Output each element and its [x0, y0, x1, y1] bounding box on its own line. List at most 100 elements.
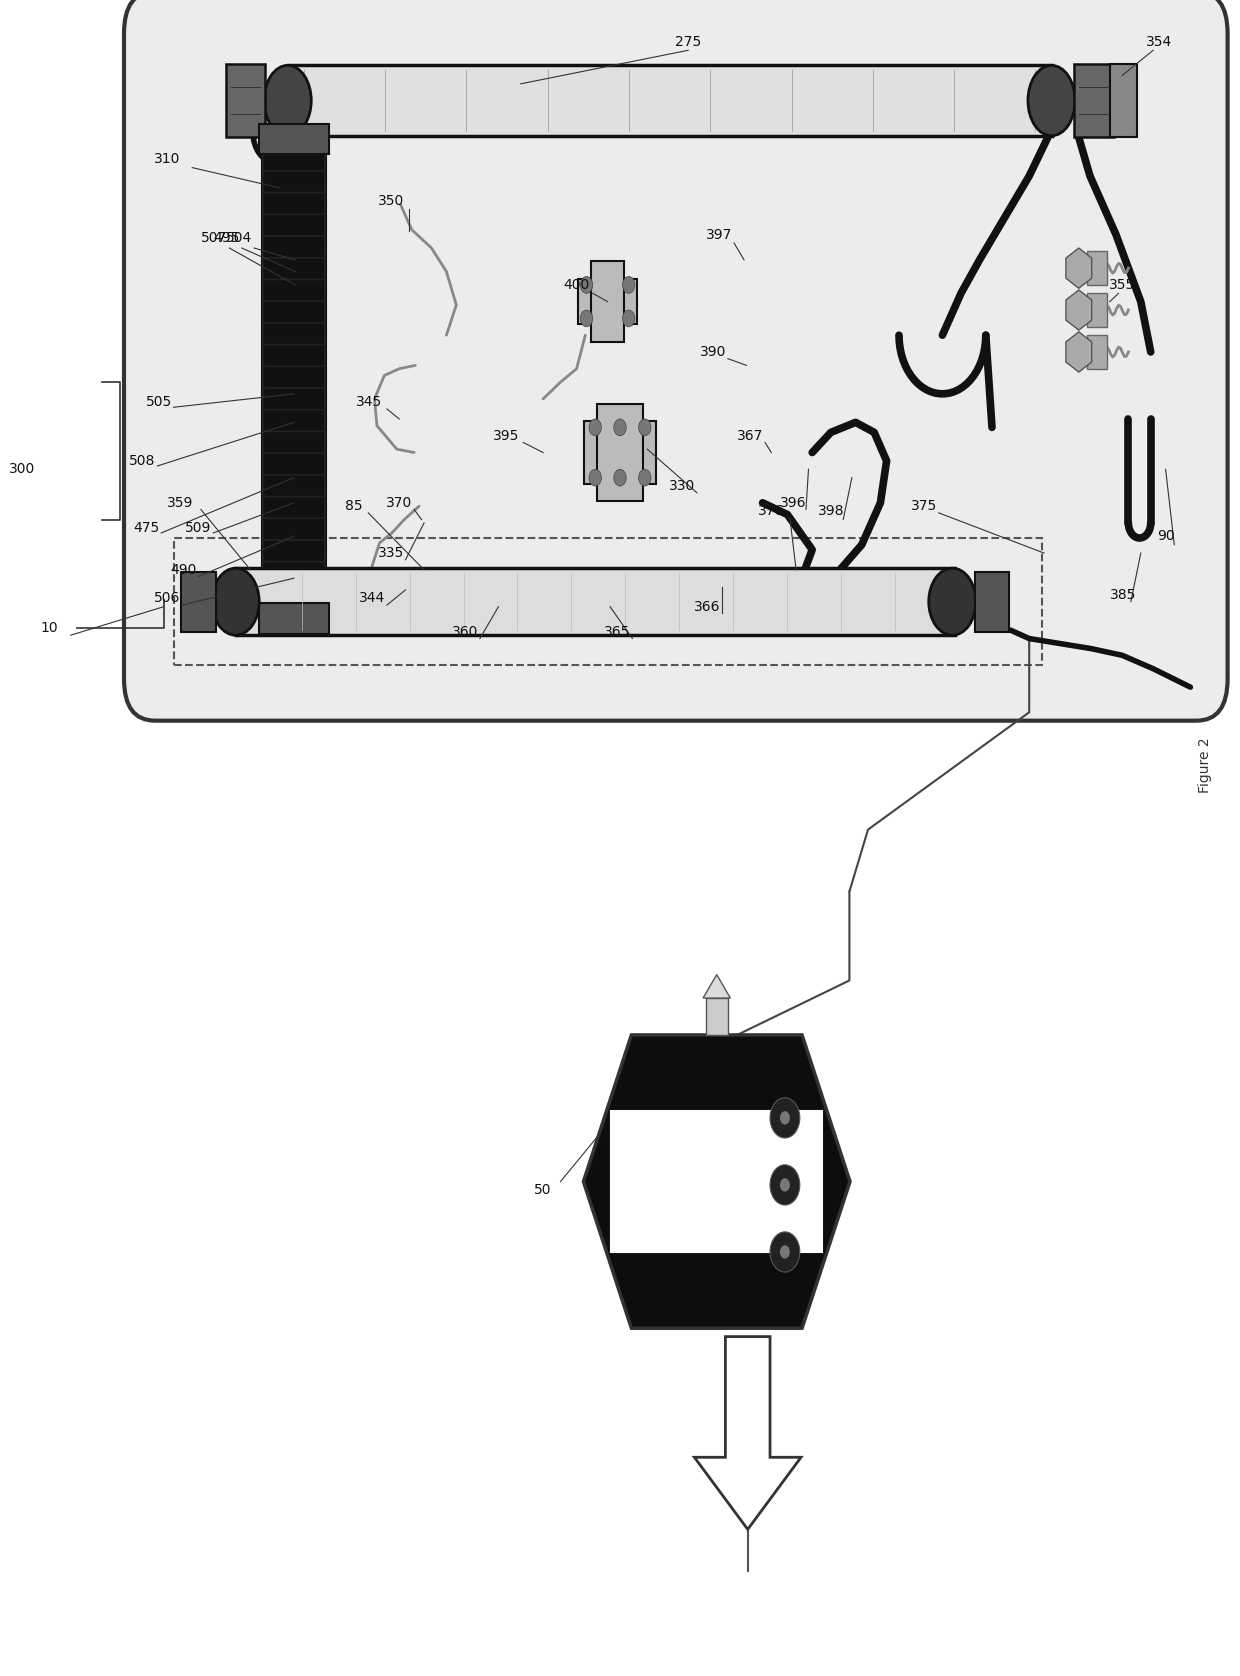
FancyBboxPatch shape: [263, 196, 325, 236]
FancyBboxPatch shape: [263, 174, 325, 215]
Bar: [1074, 64, 1114, 137]
Text: 400: 400: [563, 278, 590, 292]
Text: 495: 495: [213, 231, 241, 245]
Circle shape: [780, 1245, 790, 1259]
Bar: [174, 538, 1042, 665]
Text: 344: 344: [358, 592, 386, 605]
Circle shape: [614, 419, 626, 436]
Bar: [578, 280, 637, 323]
Circle shape: [589, 469, 601, 486]
Text: 350: 350: [377, 194, 404, 208]
Circle shape: [770, 1098, 800, 1138]
Text: 395: 395: [492, 429, 520, 442]
Circle shape: [622, 310, 635, 327]
Bar: [975, 572, 1009, 632]
Polygon shape: [694, 1337, 801, 1529]
Text: 490: 490: [170, 563, 197, 577]
Circle shape: [639, 469, 651, 486]
Text: 509: 509: [185, 521, 212, 535]
Text: 376: 376: [758, 504, 785, 518]
Text: 300: 300: [9, 463, 36, 476]
FancyBboxPatch shape: [263, 305, 325, 345]
Circle shape: [589, 419, 601, 436]
Text: 398: 398: [817, 504, 844, 518]
FancyBboxPatch shape: [263, 521, 325, 561]
FancyBboxPatch shape: [263, 499, 325, 540]
FancyBboxPatch shape: [263, 240, 325, 280]
Bar: [1087, 335, 1107, 369]
Circle shape: [614, 469, 626, 486]
Text: 335: 335: [377, 546, 404, 560]
FancyBboxPatch shape: [263, 587, 325, 627]
Bar: [259, 603, 329, 634]
Text: 385: 385: [1110, 588, 1137, 602]
FancyBboxPatch shape: [263, 412, 325, 453]
Bar: [706, 997, 728, 1036]
Bar: [1110, 64, 1137, 137]
Circle shape: [580, 277, 593, 293]
Text: 365: 365: [604, 625, 631, 639]
FancyBboxPatch shape: [124, 0, 1228, 721]
FancyBboxPatch shape: [263, 456, 325, 496]
Circle shape: [770, 1165, 800, 1205]
Bar: [181, 572, 216, 632]
Text: 475: 475: [133, 521, 160, 535]
Text: 359: 359: [166, 496, 193, 510]
FancyBboxPatch shape: [263, 131, 325, 171]
Text: 50: 50: [534, 1183, 552, 1197]
Bar: [596, 404, 644, 501]
Text: 506: 506: [154, 592, 181, 605]
Text: 90: 90: [1157, 530, 1174, 543]
Text: 508: 508: [129, 454, 156, 468]
Text: 397: 397: [706, 228, 733, 241]
Text: 370: 370: [386, 496, 413, 510]
FancyBboxPatch shape: [263, 349, 325, 389]
Bar: [584, 421, 656, 484]
Bar: [1087, 251, 1107, 285]
Circle shape: [770, 1232, 800, 1272]
Bar: [1087, 293, 1107, 327]
FancyBboxPatch shape: [263, 565, 325, 605]
Ellipse shape: [264, 65, 311, 136]
Ellipse shape: [1028, 65, 1075, 136]
FancyBboxPatch shape: [263, 543, 325, 583]
Text: 390: 390: [699, 345, 727, 359]
Ellipse shape: [929, 568, 976, 635]
Circle shape: [580, 310, 593, 327]
FancyBboxPatch shape: [263, 283, 325, 323]
Polygon shape: [703, 975, 730, 999]
Text: 504: 504: [226, 231, 253, 245]
FancyBboxPatch shape: [263, 261, 325, 302]
FancyBboxPatch shape: [263, 218, 325, 258]
Circle shape: [639, 419, 651, 436]
FancyBboxPatch shape: [263, 434, 325, 474]
Text: 345: 345: [356, 396, 383, 409]
Ellipse shape: [212, 568, 259, 635]
FancyBboxPatch shape: [263, 478, 325, 518]
Bar: [236, 568, 955, 635]
Circle shape: [780, 1111, 790, 1125]
FancyBboxPatch shape: [263, 327, 325, 367]
FancyBboxPatch shape: [263, 153, 325, 193]
Text: 355: 355: [1109, 278, 1136, 292]
Circle shape: [780, 1178, 790, 1192]
Text: 367: 367: [737, 429, 764, 442]
Bar: [259, 124, 329, 154]
Polygon shape: [583, 1036, 851, 1327]
Text: 375: 375: [910, 499, 937, 513]
FancyBboxPatch shape: [263, 369, 325, 409]
Text: 396: 396: [780, 496, 807, 510]
Circle shape: [622, 277, 635, 293]
Text: 10: 10: [41, 622, 58, 635]
Bar: [611, 1111, 822, 1252]
Text: 360: 360: [451, 625, 479, 639]
Bar: [288, 65, 1052, 136]
Text: 275: 275: [675, 35, 702, 49]
Bar: [226, 64, 265, 137]
Text: 507: 507: [201, 231, 228, 245]
Text: 85: 85: [345, 499, 362, 513]
FancyBboxPatch shape: [263, 391, 325, 431]
Text: Figure 2: Figure 2: [1198, 737, 1213, 793]
Text: 310: 310: [154, 153, 181, 166]
Text: 366: 366: [693, 600, 720, 613]
